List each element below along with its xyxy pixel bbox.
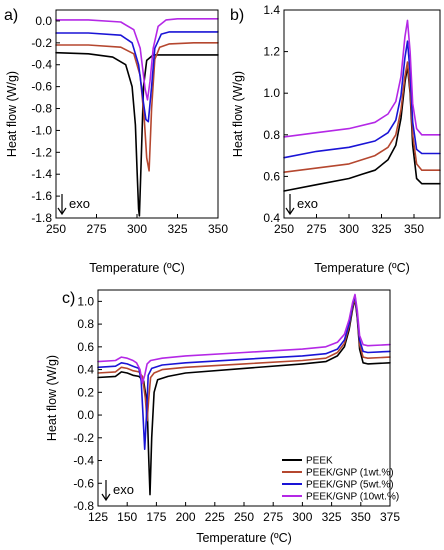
panel-c-x-axis-title: Temperature (ºC) bbox=[196, 531, 292, 545]
panel-a-y-tick-label: -1.4 bbox=[31, 167, 52, 181]
panel-b-y-tick-label: 1.4 bbox=[263, 3, 280, 17]
panel-c-y-tick-label: -0.2 bbox=[73, 431, 94, 445]
panel-c-x-tick-label: 175 bbox=[146, 510, 166, 524]
panel-c-y-tick-label: -0.6 bbox=[73, 476, 94, 490]
panel-c-series-line-3 bbox=[97, 294, 391, 450]
panel-a-x-tick-label: 300 bbox=[127, 222, 147, 236]
legend-label: PEEK bbox=[306, 456, 333, 467]
panel-c-y-tick-label: 0.2 bbox=[77, 385, 94, 399]
legend-label: PEEK/GNP (10wt.%) bbox=[306, 492, 399, 503]
panel-a-series-line-1 bbox=[55, 51, 219, 217]
panel-a-y-tick-label: -0.2 bbox=[31, 36, 52, 50]
panel-c-y-tick-label: 1.0 bbox=[77, 294, 94, 308]
panel-a-letter: a) bbox=[4, 7, 18, 24]
panel-b-series-line-3 bbox=[283, 40, 441, 159]
panel-a-exo-label: exo bbox=[69, 196, 90, 211]
panel-a-series-line-4 bbox=[55, 18, 219, 101]
panel-c-x-tick-label: 125 bbox=[88, 510, 108, 524]
panel-c-exo-annotation: exo bbox=[101, 480, 134, 502]
panel-b-series-line-4 bbox=[283, 19, 441, 138]
panel-c-y-tick-label: -0.8 bbox=[73, 499, 94, 513]
panel-a-exo-arrow-icon bbox=[57, 194, 67, 216]
panel-c-x-tick-label: 250 bbox=[234, 510, 254, 524]
panel-b: b) 250 275 300 325 350 1.4 1.2 1.0 0.8 0.6 0.4 Tem… bbox=[230, 3, 441, 275]
panel-c-x-tick-label: 225 bbox=[205, 510, 225, 524]
panel-c-series-line-4 bbox=[97, 293, 391, 384]
panel-b-x-axis-title: Temperature (ºC) bbox=[314, 261, 410, 275]
panel-c-letter: c) bbox=[62, 290, 75, 307]
panel-a-x-tick-label: 275 bbox=[86, 222, 106, 236]
panel-a-y-tick-label: -0.4 bbox=[31, 58, 52, 72]
panel-b-y-tick-label: 1.0 bbox=[263, 86, 280, 100]
panel-a-x-tick-label: 250 bbox=[46, 222, 66, 236]
legend-entry: PEEK/GNP (1wt.%) bbox=[282, 468, 394, 479]
panel-a-y-tick-label: -1.6 bbox=[31, 189, 52, 203]
panel-b-x-tick-label: 325 bbox=[371, 222, 391, 236]
panel-a-y-tick-label: -1.0 bbox=[31, 123, 52, 137]
panel-a-x-axis-title: Temperature (ºC) bbox=[89, 261, 185, 275]
panel-c: c) 125 150 175 200 225 250 275 300 325 350 375 1.0 0… bbox=[45, 289, 400, 545]
panel-c-x-tick-label: 275 bbox=[263, 510, 283, 524]
panel-b-x-tick-label: 250 bbox=[274, 222, 294, 236]
panel-b-y-tick-label: 1.2 bbox=[263, 45, 280, 59]
panel-c-y-tick-label: 0.4 bbox=[77, 363, 94, 377]
legend-entry: PEEK/GNP (10wt.%) bbox=[282, 492, 399, 503]
panel-a-exo-annotation: exo bbox=[57, 194, 90, 216]
legend: PEEK PEEK/GNP (1wt.%) PEEK/GNP (5wt.%) P… bbox=[282, 456, 399, 503]
panel-b-x-tick-label: 275 bbox=[306, 222, 326, 236]
panel-a-y-tick-label: -1.2 bbox=[31, 145, 52, 159]
panel-a-x-tick-label: 325 bbox=[167, 222, 187, 236]
legend-label: PEEK/GNP (5wt.%) bbox=[306, 480, 394, 491]
panel-c-x-tick-label: 300 bbox=[292, 510, 312, 524]
panel-b-y-axis-title: Heat flow (W/g) bbox=[231, 71, 245, 157]
panel-c-y-tick-label: 0.0 bbox=[77, 408, 94, 422]
panel-b-exo-arrow-icon bbox=[285, 194, 295, 216]
panel-b-exo-annotation: exo bbox=[285, 194, 318, 216]
panel-b-x-tick-label: 350 bbox=[404, 222, 424, 236]
legend-entry: PEEK bbox=[282, 456, 333, 467]
panel-c-y-tick-label: -0.4 bbox=[73, 454, 94, 468]
panel-a-y-axis-title: Heat flow (W/g) bbox=[5, 71, 19, 157]
panel-c-x-tick-label: 200 bbox=[176, 510, 196, 524]
panel-a-x-tick-label: 350 bbox=[208, 222, 228, 236]
panel-b-series-line-1 bbox=[283, 65, 441, 192]
panel-c-y-tick-label: 0.8 bbox=[77, 317, 94, 331]
panel-a-y-tick-label: -1.8 bbox=[31, 211, 52, 225]
panel-b-series bbox=[283, 19, 441, 192]
panel-a-y-tick-label: -0.6 bbox=[31, 80, 52, 94]
panel-a-ticks: 250 275 300 325 350 0.0 -0.2 -0.4 -0.6 -0.8 -1.0 -1… bbox=[31, 14, 228, 236]
panel-b-series-line-2 bbox=[283, 61, 441, 173]
panel-a-y-tick-label: -0.8 bbox=[31, 102, 52, 116]
panel-c-series bbox=[97, 293, 391, 496]
panel-c-x-tick-label: 375 bbox=[380, 510, 400, 524]
panel-c-exo-label: exo bbox=[113, 482, 134, 497]
panel-a-y-tick-label: 0.0 bbox=[35, 14, 52, 28]
panel-c-y-axis-title: Heat flow (W/g) bbox=[45, 355, 59, 441]
panel-c-x-tick-label: 350 bbox=[351, 510, 371, 524]
panel-a-series-line-3 bbox=[55, 31, 219, 123]
panel-b-y-tick-label: 0.8 bbox=[263, 128, 280, 142]
panel-a: a) 250 275 300 325 350 0.0 -0.2 -0.4 -0.6 -0.8 -1.… bbox=[4, 7, 228, 275]
panel-c-y-tick-label: 0.6 bbox=[77, 340, 94, 354]
panel-b-y-tick-label: 0.6 bbox=[263, 169, 280, 183]
panel-c-x-tick-label: 325 bbox=[322, 510, 342, 524]
panel-b-x-tick-label: 300 bbox=[339, 222, 359, 236]
panel-c-ticks: 125 150 175 200 225 250 275 300 325 350 375 1.0 0.8 0… bbox=[73, 294, 400, 524]
panel-b-exo-label: exo bbox=[297, 196, 318, 211]
legend-label: PEEK/GNP (1wt.%) bbox=[306, 468, 394, 479]
panel-c-exo-arrow-icon bbox=[101, 480, 111, 502]
panel-a-series bbox=[55, 18, 219, 217]
panel-c-x-tick-label: 150 bbox=[117, 510, 137, 524]
legend-entry: PEEK/GNP (5wt.%) bbox=[282, 480, 394, 491]
panel-b-y-tick-label: 0.4 bbox=[263, 211, 280, 225]
panel-a-series-line-2 bbox=[55, 42, 219, 172]
panel-b-letter: b) bbox=[230, 7, 244, 24]
panel-b-frame bbox=[283, 9, 441, 219]
panel-b-ticks: 250 275 300 325 350 1.4 1.2 1.0 0.8 0.6 0.4 bbox=[263, 3, 424, 236]
